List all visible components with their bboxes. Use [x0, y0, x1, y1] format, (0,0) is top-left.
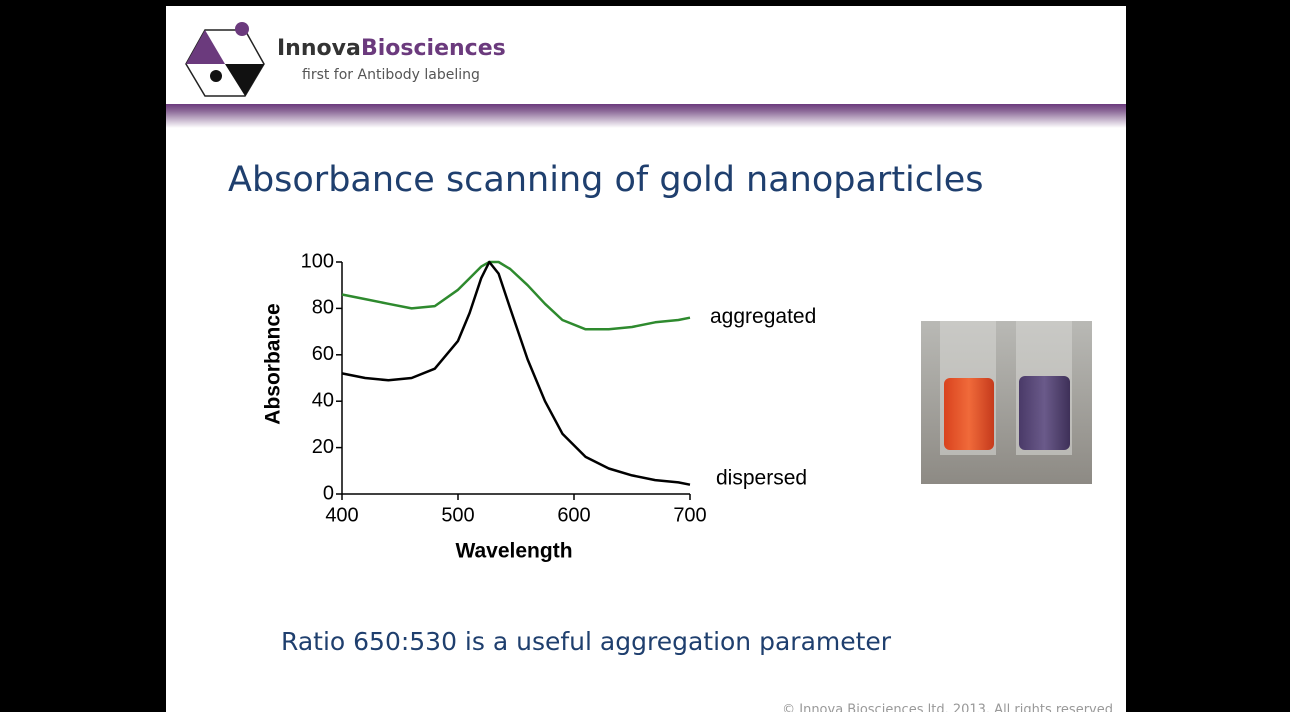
logo	[185, 22, 265, 97]
y-tick-label: 60	[312, 343, 334, 365]
x-tick-label: 700	[673, 504, 706, 526]
header-band	[166, 104, 1126, 128]
y-tick-label: 80	[312, 297, 334, 319]
y-axis-label: Absorbance	[262, 303, 285, 424]
brand-name: Innova	[277, 36, 361, 61]
series-label: dispersed	[716, 466, 807, 489]
brand-accent: Biosciences	[361, 36, 506, 61]
caption: Ratio 650:530 is a useful aggregation pa…	[281, 627, 892, 656]
chart: 0 20 40 60 80 100 400 500 600 700 Wavelength Absorb…	[262, 250, 817, 562]
x-tick-label: 500	[441, 504, 474, 526]
x-tick-label: 400	[325, 504, 358, 526]
x-axis-label: Wavelength	[455, 540, 572, 563]
footer: © Innova Biosciences ltd. 2013. All righ…	[782, 703, 1113, 712]
slide-title: Absorbance scanning of gold nanoparticle…	[228, 160, 984, 200]
y-tick-label: 40	[312, 389, 334, 411]
vials-photo	[921, 321, 1092, 484]
series-label: aggregated	[710, 305, 816, 328]
y-tick-label: 20	[312, 436, 334, 458]
x-tick-label: 600	[557, 504, 590, 526]
line-series	[341, 260, 691, 486]
y-tick-label: 0	[323, 482, 334, 504]
line-series	[341, 260, 691, 331]
y-tick-label: 100	[301, 250, 334, 272]
tagline: first for Antibody labeling	[302, 67, 480, 83]
